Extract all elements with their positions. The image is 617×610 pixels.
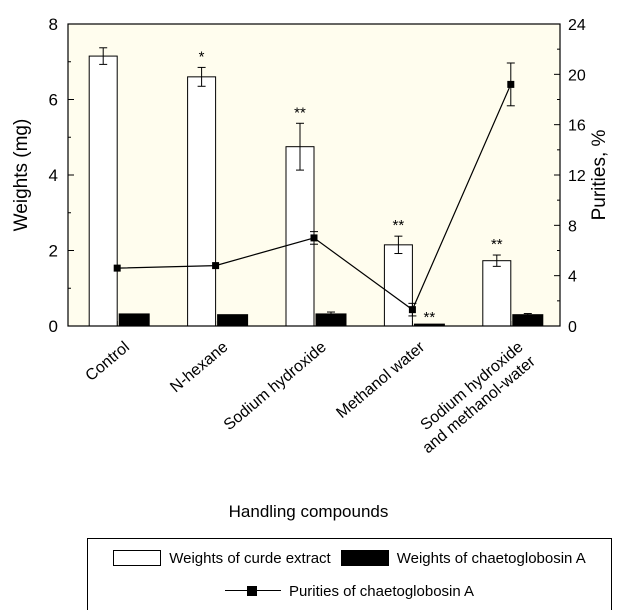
significance-label: * — [199, 48, 205, 65]
y2-tick-label: 0 — [568, 319, 577, 336]
legend-label-chaetoglobosin-weight: Weights of chaetoglobosin A — [396, 549, 586, 567]
bar-crude-extract — [88, 55, 118, 327]
y2-tick-label: 24 — [568, 17, 586, 34]
legend-label-purity: Purities of chaetoglobosin A — [288, 582, 475, 600]
y-axis-label: Weights (mg) — [11, 119, 32, 232]
legend-swatch-solid-bar — [340, 550, 389, 566]
x-tick-label: Control — [83, 339, 133, 385]
y2-tick-label: 4 — [568, 269, 577, 286]
x-tick-label: Sodium hydroxide — [221, 339, 330, 434]
purity-point — [408, 306, 416, 314]
x-axis-label: Handling compounds — [228, 502, 389, 521]
legend: Weights of curde extract Weights of chae… — [87, 538, 612, 610]
bar-crude-extract — [187, 76, 217, 327]
bar-chaetoglobosin-weight — [118, 313, 150, 327]
y2-tick-label: 12 — [568, 168, 586, 185]
legend-item-crude-extract: Weights of curde extract — [113, 549, 331, 567]
purity-point — [507, 80, 515, 88]
y-tick-label: 0 — [49, 317, 58, 336]
bar-crude-extract — [285, 146, 315, 327]
significance-label: ** — [424, 309, 436, 326]
significance-label: ** — [294, 104, 306, 121]
y-tick-label: 8 — [49, 15, 58, 34]
purity-point — [212, 262, 220, 270]
legend-label-crude-extract: Weights of curde extract — [169, 549, 331, 567]
x-tick-label: N-hexane — [167, 339, 231, 397]
plot-frame — [67, 23, 561, 327]
y-tick-label: 6 — [49, 91, 58, 110]
legend-swatch-hollow-bar — [113, 550, 162, 566]
significance-label: ** — [393, 217, 405, 234]
legend-item-purity: Purities of chaetoglobosin A — [224, 582, 475, 600]
purity-point — [310, 234, 318, 242]
bar-chaetoglobosin-weight — [217, 314, 249, 327]
y-tick-label: 4 — [49, 166, 58, 185]
purity-point — [113, 264, 121, 272]
legend-swatch-line-marker — [224, 583, 281, 599]
significance-label: ** — [491, 236, 503, 253]
bar-crude-extract — [383, 244, 413, 327]
y2-tick-label: 16 — [568, 118, 586, 135]
bar-chaetoglobosin-weight — [512, 314, 544, 327]
x-tick-label: Methanol water — [333, 338, 428, 422]
y-tick-label: 2 — [49, 242, 58, 261]
y2-tick-label: 8 — [568, 218, 577, 235]
legend-item-chaetoglobosin-weight: Weights of chaetoglobosin A — [331, 550, 586, 567]
y2-axis-label: Purities, % — [589, 129, 610, 220]
bar-crude-extract — [482, 260, 512, 327]
y2-tick-label: 20 — [568, 67, 586, 84]
